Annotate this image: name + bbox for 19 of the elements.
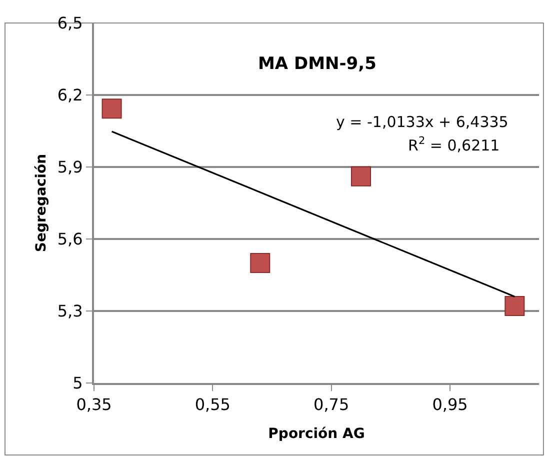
y-tick-label: 5,3 bbox=[57, 302, 83, 321]
y-tick-label: 5 bbox=[72, 374, 83, 393]
point bbox=[351, 166, 371, 186]
y-tick-label: 5,9 bbox=[57, 158, 83, 177]
x-tick-label: 0,55 bbox=[194, 395, 230, 414]
annotation: y = -1,0133x + 6,4335 bbox=[336, 113, 508, 131]
text: MA DMN-9,5 bbox=[258, 54, 376, 74]
x-tick-label: 0,35 bbox=[76, 395, 112, 414]
point bbox=[250, 253, 270, 273]
y-tick-label: 6,5 bbox=[57, 14, 83, 33]
x-tick-label: 0,75 bbox=[314, 395, 350, 414]
x-tick-label: 0,95 bbox=[432, 395, 468, 414]
y-tick-label: 6,2 bbox=[57, 86, 83, 105]
x-axis-title: Pporción AG bbox=[268, 426, 365, 442]
y-axis-title: Segregación bbox=[33, 154, 50, 252]
y-tick-label: 5,6 bbox=[57, 230, 83, 249]
annotation: R$^{2}$ = 0,6211 bbox=[408, 135, 500, 154]
point bbox=[504, 296, 525, 316]
point bbox=[102, 98, 122, 119]
